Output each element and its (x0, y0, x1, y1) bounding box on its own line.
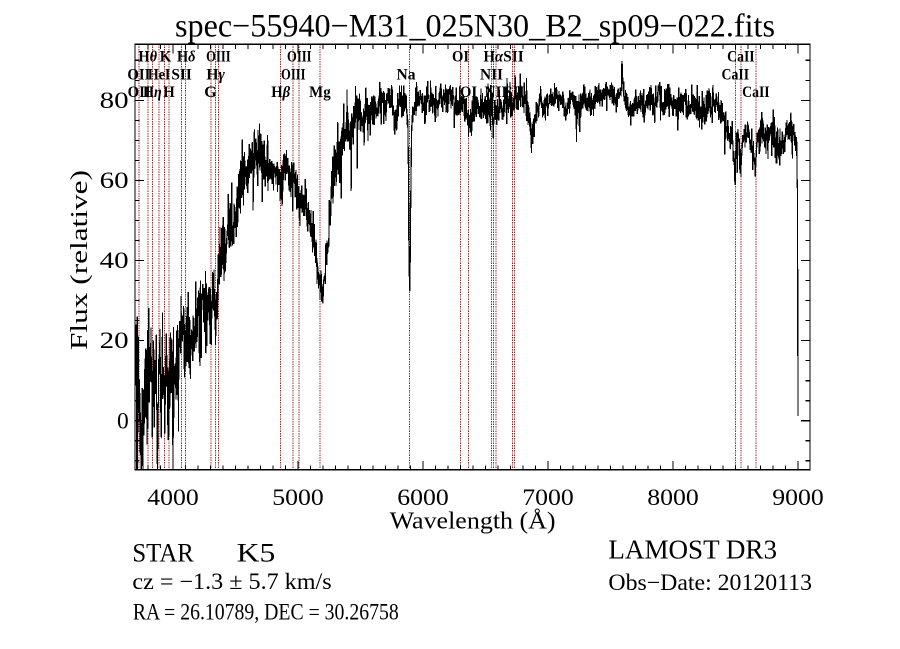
svg-text:CaII: CaII (722, 66, 750, 83)
svg-text:Obs−Date: 20120113: Obs−Date: 20120113 (608, 570, 812, 596)
svg-text:Hβ: Hβ (271, 84, 291, 101)
svg-text:K5: K5 (237, 539, 276, 568)
svg-text:OII: OII (127, 66, 150, 83)
svg-text:Hθ: Hθ (139, 49, 158, 66)
svg-text:Na: Na (397, 66, 416, 83)
svg-text:NII: NII (480, 66, 503, 83)
svg-text:G: G (204, 84, 217, 101)
svg-text:Hδ: Hδ (177, 49, 196, 66)
svg-text:OI: OI (452, 49, 469, 66)
svg-text:7000: 7000 (522, 485, 574, 511)
svg-text:Flux (relative): Flux (relative) (66, 170, 93, 350)
svg-text:OIII: OIII (206, 49, 231, 66)
svg-text:6000: 6000 (397, 485, 449, 511)
svg-text:Hη: Hη (143, 84, 162, 101)
svg-text:60: 60 (100, 168, 129, 194)
svg-text:STAR: STAR (132, 539, 194, 568)
svg-text:OIII: OIII (281, 66, 306, 83)
svg-text:4000: 4000 (147, 485, 199, 511)
svg-text:Mg: Mg (309, 84, 331, 101)
svg-text:Wavelength (Å): Wavelength (Å) (390, 509, 556, 535)
svg-text:0: 0 (117, 408, 129, 434)
svg-text:CaII: CaII (742, 84, 770, 101)
svg-text:OI: OI (460, 84, 477, 101)
svg-text:OII: OII (128, 84, 151, 101)
svg-text:9000: 9000 (772, 485, 824, 511)
svg-text:CaII: CaII (727, 49, 755, 66)
svg-text:5000: 5000 (272, 485, 324, 511)
svg-text:RA = 26.10789, DEC = 30.2675: RA = 26.10789, DEC = 30.26758 (133, 600, 399, 625)
svg-text:SII: SII (503, 49, 524, 66)
svg-text:NII: NII (484, 84, 507, 101)
svg-text:spec−55940−M31_025N30_B2_sp09−: spec−55940−M31_025N30_B2_sp09−022.fits (175, 9, 775, 45)
svg-text:20: 20 (100, 328, 129, 354)
svg-text:40: 40 (100, 248, 129, 274)
svg-text:SII: SII (171, 66, 192, 83)
svg-text:OIII: OIII (287, 49, 312, 66)
svg-text:Hγ: Hγ (206, 66, 225, 83)
svg-text:H: H (163, 84, 175, 101)
svg-text:8000: 8000 (647, 485, 699, 511)
svg-text:Hα: Hα (484, 49, 505, 66)
svg-text:HeI: HeI (148, 66, 171, 83)
svg-text:80: 80 (100, 88, 129, 114)
svg-text:LAMOST DR3: LAMOST DR3 (608, 535, 777, 565)
svg-text:K: K (160, 49, 172, 66)
svg-text:SII: SII (504, 84, 525, 101)
svg-text:cz = −1.3 ± 5.7 km/s: cz = −1.3 ± 5.7 km/s (132, 569, 331, 595)
